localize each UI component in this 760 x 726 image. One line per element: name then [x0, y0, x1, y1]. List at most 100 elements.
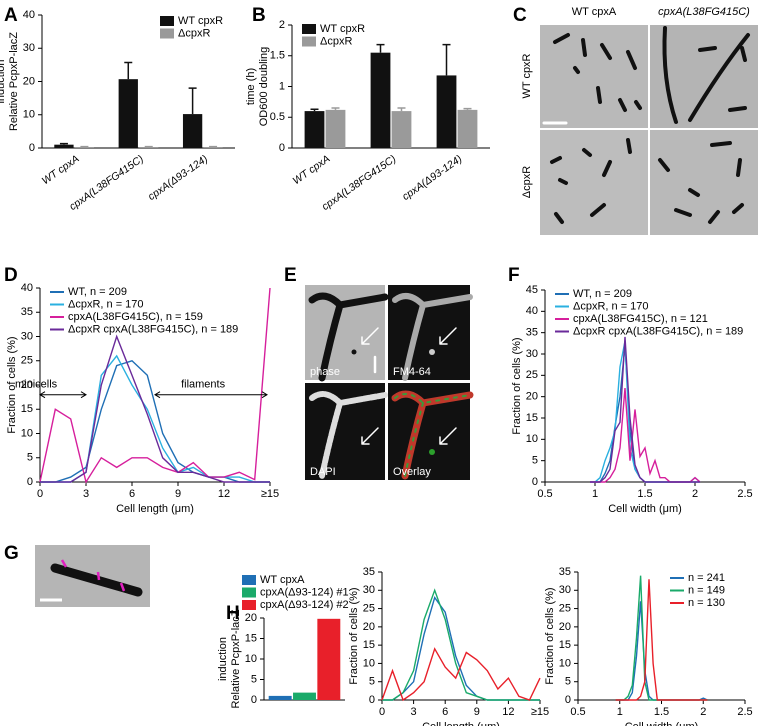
- y-tick-label: 35: [363, 566, 375, 578]
- x-tick-label: 0: [37, 488, 43, 500]
- y-axis-label: Relative PcpxP-lacZ: [230, 609, 242, 708]
- x-tick-label: 12: [218, 488, 230, 500]
- micrograph-label: ΔcpxR: [521, 166, 533, 198]
- y-tick-label: 10: [23, 109, 35, 121]
- legend-label: cpxA(Δ93-124) #1: [260, 586, 349, 598]
- y-axis-label: OD600 doubling: [258, 47, 270, 127]
- y-tick-label: 10: [21, 427, 33, 439]
- y-tick-label: 0: [251, 694, 257, 706]
- y-tick-label: 0: [29, 142, 35, 154]
- bar: [118, 79, 138, 148]
- y-axis-label: Fraction of cells (%): [348, 587, 360, 684]
- legend-swatch: [160, 16, 174, 26]
- legend-label: n = 130: [688, 597, 725, 609]
- legend-label: ΔcpxR cpxA(L38FG415C), n = 189: [573, 325, 743, 337]
- x-tick-label: 6: [129, 488, 135, 500]
- y-tick-label: 5: [565, 676, 571, 688]
- y-tick-label: 40: [21, 282, 33, 294]
- error-bar: [376, 43, 385, 53]
- legend-label: n = 241: [688, 572, 725, 584]
- micrograph-c: [540, 25, 758, 235]
- y-tick-label: 25: [526, 369, 538, 381]
- bar: [391, 111, 412, 148]
- legend-swatch: [302, 24, 316, 34]
- y-axis-label: Fraction of cells (%): [511, 337, 523, 434]
- y-tick-label: 5: [27, 452, 33, 464]
- bar: [203, 147, 223, 148]
- y-axis-label: time (h): [245, 68, 257, 105]
- legend-swatch: [302, 36, 316, 47]
- legend-label: ΔcpxR cpxA(L38FG415C), n = 189: [68, 323, 238, 335]
- y-tick-label: 15: [526, 412, 538, 424]
- bar: [182, 114, 203, 148]
- y-axis-label: Relative PcpxP-lacZ: [8, 32, 20, 131]
- annotation: minicells: [15, 379, 58, 391]
- micrograph-label: Overlay: [393, 466, 431, 478]
- x-tick-label: ≥15: [531, 706, 549, 718]
- x-tick-label: 3: [411, 706, 417, 718]
- line-series: [381, 647, 541, 702]
- legend-label: cpxA(L38FG415C), n = 121: [573, 313, 708, 325]
- error-bar: [331, 107, 340, 110]
- bar: [74, 147, 95, 148]
- y-tick-label: 20: [526, 391, 538, 403]
- y-tick-label: 35: [21, 306, 33, 318]
- line-series: [39, 287, 271, 484]
- y-tick-label: 25: [363, 602, 375, 614]
- error-bar: [188, 87, 197, 115]
- x-tick-label: 12: [502, 706, 514, 718]
- error-bar: [442, 43, 451, 76]
- y-tick-label: 30: [559, 584, 571, 596]
- micrograph-label: WT cpxA: [572, 6, 617, 18]
- micrograph-label: FM4-64: [393, 366, 431, 378]
- legend-swatch: [242, 600, 256, 610]
- bar: [436, 75, 457, 148]
- y-tick-label: 20: [363, 621, 375, 633]
- x-tick-label: 6: [442, 706, 448, 718]
- y-tick-label: 35: [526, 327, 538, 339]
- y-tick-label: 25: [559, 602, 571, 614]
- error-bar: [463, 107, 472, 110]
- x-tick-label: 2: [700, 706, 706, 718]
- x-tick-label: 2.5: [737, 706, 752, 718]
- y-tick-label: 0: [279, 142, 285, 154]
- legend-label: WT cpxR: [178, 15, 223, 27]
- arrow: [154, 391, 268, 399]
- y-tick-label: 20: [23, 75, 35, 87]
- error-bar: [124, 61, 133, 80]
- panel-letter: F: [508, 265, 520, 286]
- bar: [325, 109, 346, 148]
- bar: [304, 111, 325, 148]
- y-tick-label: 15: [363, 639, 375, 651]
- y-tick-label: 30: [526, 348, 538, 360]
- y-axis-label: induction: [0, 59, 7, 103]
- bar: [293, 692, 316, 700]
- line-series: [40, 360, 270, 483]
- bar: [268, 695, 292, 700]
- x-axis-label: Cell width (μm): [625, 721, 699, 726]
- x-tick-label: 0: [379, 706, 385, 718]
- x-tick-label: 2.5: [737, 488, 752, 500]
- micrograph-g: [35, 545, 150, 607]
- legend-label: cpxA(Δ93-124) #2: [260, 599, 349, 611]
- x-axis-label: Cell length (μm): [116, 503, 194, 515]
- line-series: [615, 601, 708, 701]
- x-tick-label: 1: [592, 488, 598, 500]
- x-tick-label: 1.5: [637, 488, 652, 500]
- y-tick-label: 2: [279, 19, 285, 31]
- y-tick-label: 15: [21, 403, 33, 415]
- legend-label: WT cpxA: [260, 574, 305, 586]
- y-tick-label: 0: [532, 476, 538, 488]
- y-tick-label: 1: [279, 80, 285, 92]
- bar: [317, 618, 341, 700]
- y-tick-label: 5: [369, 676, 375, 688]
- x-tick-label: 3: [83, 488, 89, 500]
- y-tick-label: 45: [526, 284, 538, 296]
- bar: [370, 52, 391, 148]
- x-tick-label: 1: [617, 706, 623, 718]
- error-bar: [397, 107, 406, 112]
- panel-letter: E: [284, 265, 297, 286]
- line-series: [590, 345, 700, 483]
- legend-swatch: [242, 575, 256, 585]
